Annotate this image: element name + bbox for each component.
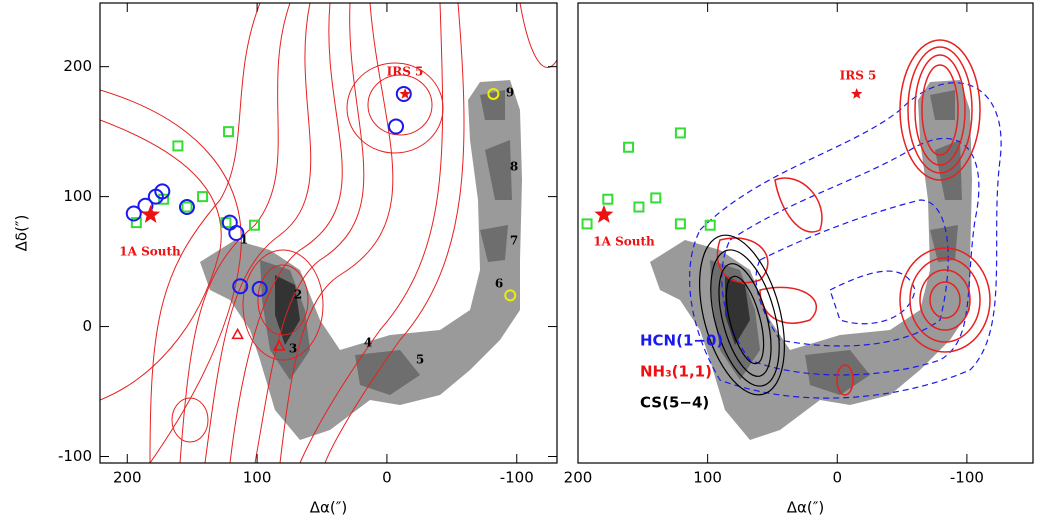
- annotation: IRS 5: [387, 65, 424, 79]
- annotation: 1: [240, 233, 248, 247]
- x-tick-label: 0: [382, 469, 392, 487]
- annotation: 1A South: [119, 245, 181, 259]
- annotation: 8: [510, 160, 518, 174]
- y-axis-label: Δδ(″): [13, 215, 31, 252]
- annotation: 4: [364, 336, 372, 350]
- annotation: HCN(1−0): [640, 332, 723, 350]
- annotation: 3: [289, 342, 297, 356]
- x-tick-label: 200: [113, 469, 142, 487]
- annotation: NH₃(1,1): [640, 363, 712, 381]
- annotation: 6: [495, 277, 503, 291]
- annotation: IRS 5: [840, 69, 877, 83]
- square-marker: [634, 203, 643, 212]
- x-tick-label: 0: [832, 469, 842, 487]
- square-marker: [173, 141, 182, 150]
- y-tick-label: 100: [63, 187, 92, 205]
- left-maps: [100, 3, 557, 463]
- annotation: CS(5−4): [640, 394, 709, 412]
- square-marker: [651, 193, 660, 202]
- x-tick-label: -100: [500, 469, 534, 487]
- star-marker: [141, 205, 160, 223]
- triangle-marker: [233, 329, 243, 338]
- x-axis-label: Δα(″): [787, 499, 824, 517]
- annotation: 9: [506, 86, 514, 100]
- x-tick-label: 100: [243, 469, 272, 487]
- y-tick-label: 200: [63, 57, 92, 75]
- square-marker: [676, 128, 685, 137]
- annotation: 1A South: [593, 235, 655, 249]
- figure: 200 100 0 -100 200 100 0 -100 Δα(″) Δδ(″) IRS 5 1A …: [0, 0, 1044, 525]
- circle-marker: [389, 119, 403, 133]
- x-tick-label: -100: [950, 469, 984, 487]
- square-marker: [603, 195, 612, 204]
- x-tick-label: 100: [693, 469, 722, 487]
- square-marker: [706, 221, 715, 230]
- star-marker: [594, 205, 613, 223]
- annotation: 5: [416, 353, 424, 367]
- x-axis-label: Δα(″): [310, 499, 347, 517]
- square-marker: [624, 143, 633, 152]
- x-tick-label: 200: [564, 469, 593, 487]
- square-marker: [583, 219, 592, 228]
- square-marker: [182, 203, 191, 212]
- annotation: 2: [294, 288, 302, 302]
- star-marker: [851, 88, 862, 99]
- square-marker: [676, 219, 685, 228]
- y-tick-label: 0: [82, 317, 92, 335]
- annotation: 7: [510, 234, 518, 248]
- square-marker: [198, 192, 207, 201]
- square-marker: [224, 127, 233, 136]
- y-tick-label: -100: [58, 447, 92, 465]
